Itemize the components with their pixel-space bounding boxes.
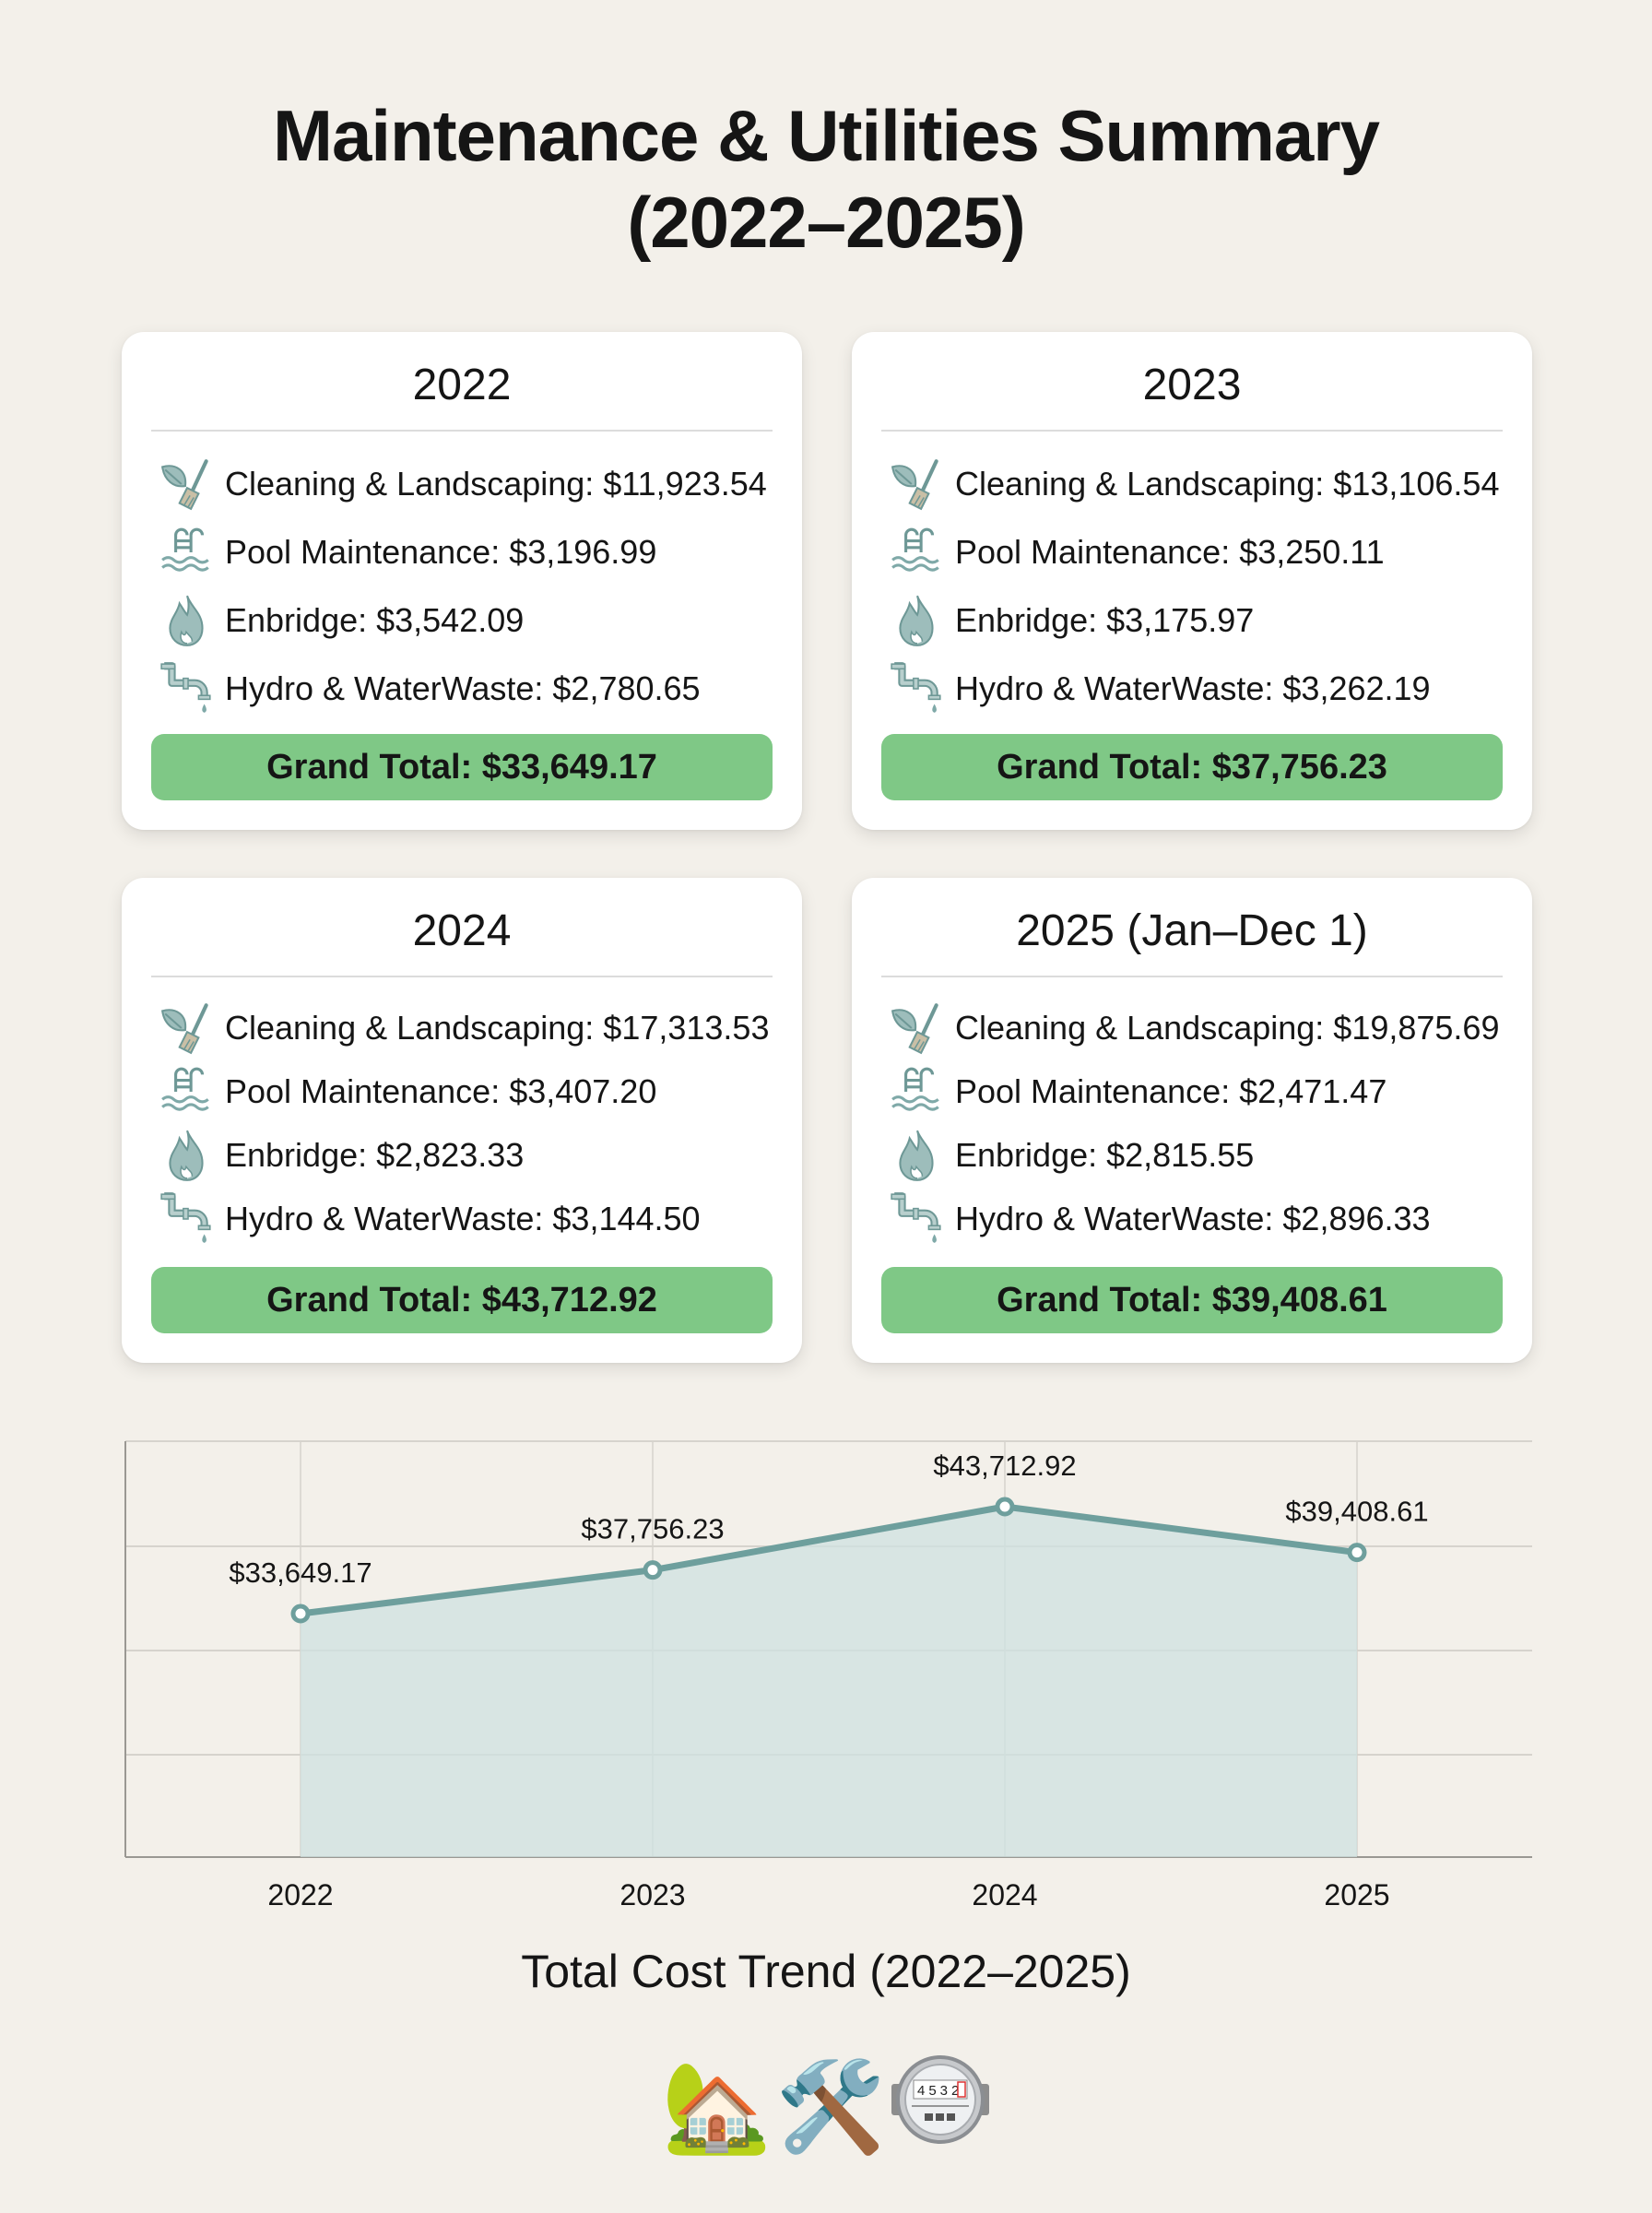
cost-row-cleaning: Cleaning & Landscaping: $11,923.54 xyxy=(159,450,773,518)
chart-title: Total Cost Trend (2022–2025) xyxy=(521,1946,1131,1997)
svg-text:$39,408.61: $39,408.61 xyxy=(1285,1496,1428,1528)
cost-row-pool: Pool Maintenance: $2,471.47 xyxy=(889,1059,1503,1123)
cost-row-text: Pool Maintenance: $3,196.99 xyxy=(225,533,657,571)
cost-row-text: Enbridge: $3,542.09 xyxy=(225,601,525,639)
pool-ladder-icon xyxy=(159,1065,219,1118)
leaf-broom-icon xyxy=(889,1001,950,1055)
svg-text:$33,649.17: $33,649.17 xyxy=(229,1556,372,1589)
cost-row-pool: Pool Maintenance: $3,407.20 xyxy=(159,1059,773,1123)
cost-row-text: Pool Maintenance: $2,471.47 xyxy=(955,1071,1387,1110)
faucet-pipe-icon xyxy=(889,662,950,716)
cost-row-hydro: Hydro & WaterWaste: $3,144.50 xyxy=(159,1187,773,1250)
cost-row-text: Cleaning & Landscaping: $17,313.53 xyxy=(225,1008,770,1047)
leaf-broom-icon xyxy=(159,457,219,511)
faucet-pipe-icon xyxy=(159,1192,219,1246)
flame-icon xyxy=(889,1129,950,1182)
page-title-line-1: Maintenance & Utilities Summary xyxy=(272,95,1380,176)
svg-text:4532: 4532 xyxy=(917,2083,962,2099)
card-year-label: 2022 xyxy=(412,361,512,409)
house-tools-emoji-icons: 🏡🛠️ xyxy=(661,2058,890,2157)
svg-text:2025: 2025 xyxy=(1324,1878,1389,1911)
cost-row-enbridge: Enbridge: $3,542.09 xyxy=(159,586,773,655)
footer-icons: 🏡🛠️ 4532 xyxy=(0,2049,1652,2159)
divider xyxy=(151,976,773,977)
year-card-2023: 2023 Cleaning & Landscaping: $13,106.54 … xyxy=(852,332,1532,830)
cost-row-text: Cleaning & Landscaping: $19,875.69 xyxy=(955,1008,1500,1047)
pool-ladder-icon xyxy=(889,1065,950,1118)
grand-total-bar: Grand Total: $39,408.61 xyxy=(881,1267,1503,1333)
flame-icon xyxy=(159,1129,219,1182)
grand-total-bar: Grand Total: $33,649.17 xyxy=(151,734,773,800)
pool-ladder-icon xyxy=(159,526,219,579)
faucet-pipe-icon xyxy=(159,662,219,716)
leaf-broom-icon xyxy=(159,1001,219,1055)
cost-row-cleaning: Cleaning & Landscaping: $19,875.69 xyxy=(889,996,1503,1059)
cost-row-hydro: Hydro & WaterWaste: $3,262.19 xyxy=(889,655,1503,723)
svg-text:2023: 2023 xyxy=(620,1878,685,1911)
divider xyxy=(881,430,1503,432)
utility-meter-icon: 4532 xyxy=(891,2055,989,2144)
cost-row-hydro: Hydro & WaterWaste: $2,896.33 xyxy=(889,1187,1503,1250)
cost-row-cleaning: Cleaning & Landscaping: $13,106.54 xyxy=(889,450,1503,518)
cost-row-text: Enbridge: $2,815.55 xyxy=(955,1135,1255,1174)
cost-row-text: Hydro & WaterWaste: $3,262.19 xyxy=(955,669,1431,707)
cost-row-pool: Pool Maintenance: $3,250.11 xyxy=(889,518,1503,586)
divider xyxy=(151,430,773,432)
svg-text:2022: 2022 xyxy=(267,1878,333,1911)
cost-row-text: Hydro & WaterWaste: $2,896.33 xyxy=(955,1199,1431,1237)
card-year-label: 2025 (Jan–Dec 1) xyxy=(1016,906,1368,955)
cost-row-text: Enbridge: $2,823.33 xyxy=(225,1135,525,1174)
cost-row-enbridge: Enbridge: $2,823.33 xyxy=(159,1123,773,1187)
divider xyxy=(881,976,1503,977)
cost-row-enbridge: Enbridge: $2,815.55 xyxy=(889,1123,1503,1187)
year-card-2022: 2022 Cleaning & Landscaping: $11,923.54 … xyxy=(122,332,802,830)
cost-row-pool: Pool Maintenance: $3,196.99 xyxy=(159,518,773,586)
svg-text:$37,756.23: $37,756.23 xyxy=(581,1513,724,1545)
cost-row-text: Enbridge: $3,175.97 xyxy=(955,601,1255,639)
flame-icon xyxy=(889,594,950,647)
svg-text:$43,712.92: $43,712.92 xyxy=(933,1450,1076,1482)
year-card-2025: 2025 (Jan–Dec 1) Cleaning & Landscaping:… xyxy=(852,878,1532,1363)
page-title: Maintenance & Utilities Summary (2022–20… xyxy=(0,92,1652,266)
grand-total-bar: Grand Total: $37,756.23 xyxy=(881,734,1503,800)
flame-icon xyxy=(159,594,219,647)
cost-row-hydro: Hydro & WaterWaste: $2,780.65 xyxy=(159,655,773,723)
year-card-2024: 2024 Cleaning & Landscaping: $17,313.53 … xyxy=(122,878,802,1363)
leaf-broom-icon xyxy=(889,457,950,511)
cost-row-text: Cleaning & Landscaping: $13,106.54 xyxy=(955,465,1500,503)
svg-text:2024: 2024 xyxy=(972,1878,1037,1911)
cost-row-text: Hydro & WaterWaste: $2,780.65 xyxy=(225,669,701,707)
cost-row-text: Pool Maintenance: $3,407.20 xyxy=(225,1071,657,1110)
cost-row-cleaning: Cleaning & Landscaping: $17,313.53 xyxy=(159,996,773,1059)
cost-row-text: Cleaning & Landscaping: $11,923.54 xyxy=(225,465,767,503)
cost-row-text: Pool Maintenance: $3,250.11 xyxy=(955,533,1385,571)
cost-row-enbridge: Enbridge: $3,175.97 xyxy=(889,586,1503,655)
card-year-label: 2023 xyxy=(1142,361,1242,409)
pool-ladder-icon xyxy=(889,526,950,579)
cost-row-text: Hydro & WaterWaste: $3,144.50 xyxy=(225,1199,701,1237)
page-title-line-2: (2022–2025) xyxy=(627,182,1025,263)
card-year-label: 2024 xyxy=(412,906,512,955)
faucet-pipe-icon xyxy=(889,1192,950,1246)
grand-total-bar: Grand Total: $43,712.92 xyxy=(151,1267,773,1333)
